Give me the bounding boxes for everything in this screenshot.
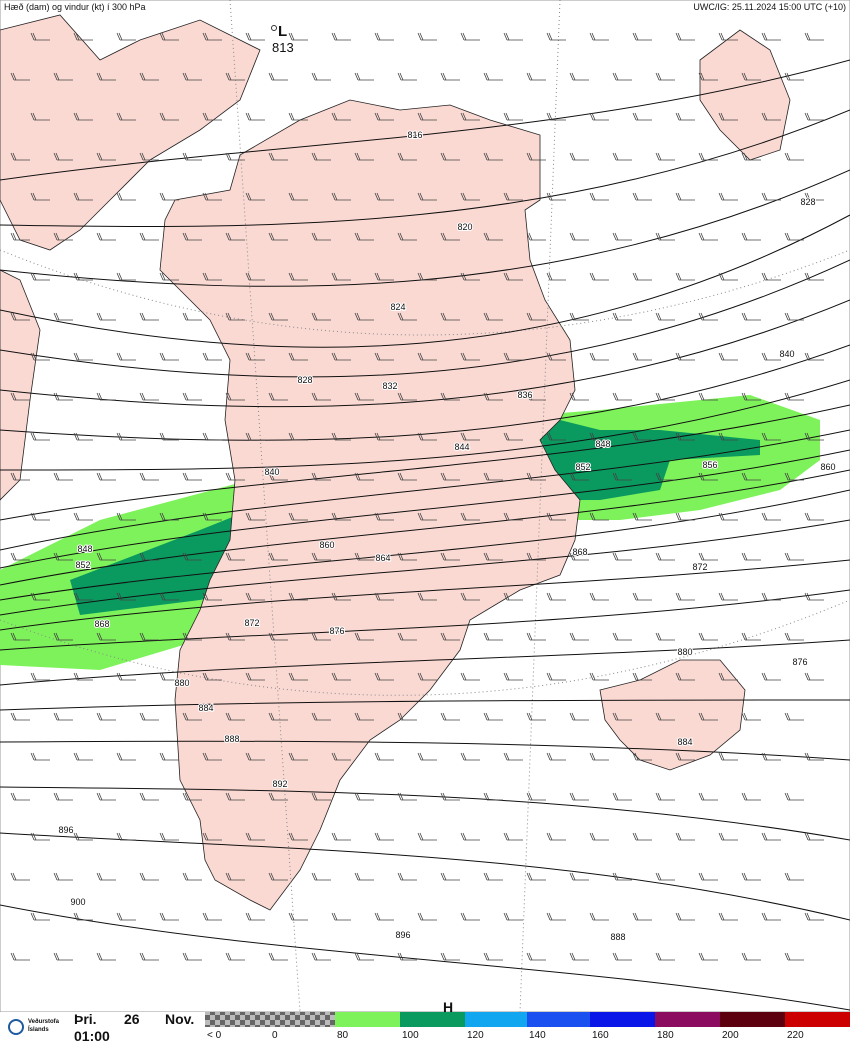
contour-label: 880 [677,647,692,657]
contour-line [0,786,850,841]
contour-line [0,379,850,471]
contour-label: 860 [319,540,334,550]
contour-line [0,429,850,551]
contour-label: 860 [820,462,835,472]
contour-line [0,469,850,586]
contour-label: 816 [407,130,422,140]
legend-swatch [590,1012,655,1027]
legend-label: 180 [657,1030,674,1041]
contour-label: 852 [575,462,590,472]
contours [0,59,850,1011]
contour-line [0,699,850,711]
contour-label: 832 [382,381,397,391]
contour-label: 888 [610,932,625,942]
contour-line [0,59,850,181]
footer: Veðurstofa Íslands Þri. 26 Nov. 01:00 < … [0,1011,850,1041]
wind-barbs [10,32,824,961]
contour-line [0,832,850,921]
contour-label: 896 [58,825,73,835]
contour-label: 848 [595,439,610,449]
logo-text: Veðurstofa [28,1018,60,1025]
contour-label: 880 [174,678,189,688]
contour-label: 840 [264,467,279,477]
svalbard [699,29,791,161]
legend-label: 80 [337,1030,349,1041]
contour-line [0,449,850,569]
month: Nov. [165,1011,194,1027]
contour-line [0,299,850,408]
legend-label: 140 [529,1030,546,1041]
contour-line [0,639,850,686]
contour-label: 828 [800,197,815,207]
graticule [0,0,850,1013]
legend-label: 160 [592,1030,609,1041]
contour-label: 836 [517,390,532,400]
legend: < 0 0 80 100 120 140 160 180 200 220 [207,1012,850,1041]
legend-swatch [400,1012,465,1027]
contour-line [0,589,850,651]
legend-swatch [527,1012,590,1027]
contour-label: 876 [329,626,344,636]
contour-label: 872 [244,618,259,628]
contour-label: 856 [702,460,717,470]
legend-label: 0 [272,1030,278,1041]
contour-label: 864 [375,553,390,563]
contour-label: 840 [779,349,794,359]
contour-label: 848 [77,544,92,554]
contour-line [0,404,850,521]
contour-line [0,109,850,228]
legend-swatch [465,1012,527,1027]
contour-label: 876 [792,657,807,667]
legend-swatch [785,1012,850,1027]
canadian-islands [0,14,261,251]
contour-line [0,214,850,348]
contour-labels: 816 820 824 828 832 836 840 844 848 852 856 860 860 8… [57,129,836,943]
footer-bg [0,1012,205,1041]
contour-line [0,259,850,378]
contour-label: 892 [272,779,287,789]
legend-label: 200 [722,1030,739,1041]
iceland [599,659,746,771]
run-info: UWC/IG: 25.11.2024 15:00 UTC (+10) [693,2,846,12]
contour-line [0,489,850,601]
contour-label: 896 [395,930,410,940]
legend-label: 100 [402,1030,419,1041]
contour-label: 884 [677,737,692,747]
land [0,14,791,911]
legend-swatch [655,1012,720,1027]
contour-label: 844 [454,442,469,452]
contour-label: 868 [94,619,109,629]
low-value: 813 [272,40,294,55]
contour-line [0,740,850,761]
weekday: Þri. [74,1011,97,1027]
contour-line [0,559,850,631]
map-title: Hæð (dam) og vindur (kt) í 300 hPa [4,2,146,12]
high-symbol: H [443,999,453,1015]
contour-label: 824 [390,302,405,312]
legend-swatch [720,1012,785,1027]
legend-label: 120 [467,1030,484,1041]
contour-label: 820 [457,222,472,232]
contour-label: 888 [224,734,239,744]
low-marker [271,25,277,31]
day: 26 [124,1011,140,1027]
contour-label: 828 [297,375,312,385]
logo-icon [8,1019,24,1035]
contour-line [0,344,850,441]
low-symbol: L [278,23,287,40]
legend-label: 220 [787,1030,804,1041]
contour-label: 884 [198,703,213,713]
contour-label: 852 [75,560,90,570]
legend-swatch-nodata [205,1012,335,1027]
contour-label: 868 [572,547,587,557]
legend-swatch [335,1012,400,1027]
time: 01:00 [74,1028,110,1041]
legend-label: < 0 [207,1030,222,1041]
logo-text: Íslands [28,1025,49,1033]
contour-label: 872 [692,562,707,572]
contour-label: 900 [70,897,85,907]
greenland [159,99,581,911]
contour-line [0,904,850,1011]
